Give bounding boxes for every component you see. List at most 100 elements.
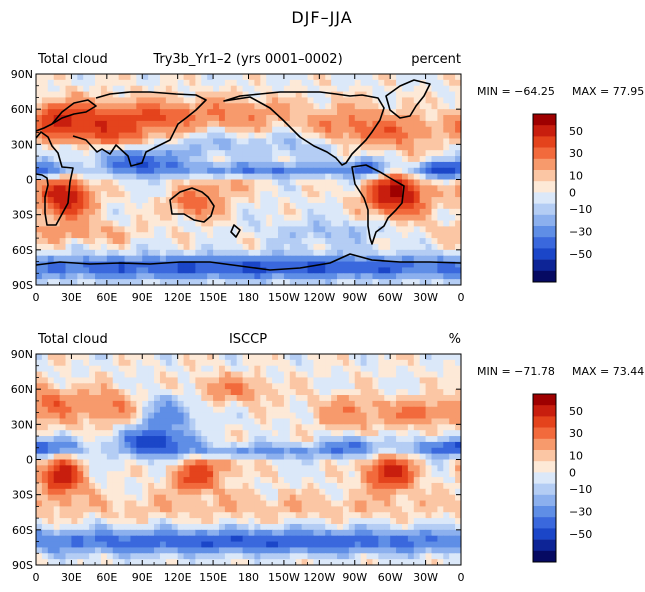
field-cell — [65, 400, 73, 408]
field-cell — [396, 103, 403, 110]
field-cell — [95, 109, 102, 116]
field-cell — [419, 115, 427, 122]
field-cell — [59, 109, 67, 116]
field-cell — [171, 156, 179, 163]
field-cell — [407, 494, 415, 502]
field-cell — [260, 279, 267, 285]
field-cell — [171, 150, 179, 157]
field-cell — [130, 220, 137, 227]
field-cell — [419, 156, 427, 163]
field-cell — [431, 156, 438, 163]
field-cell — [106, 243, 114, 251]
field-cell — [242, 103, 250, 110]
field-cell — [413, 436, 421, 443]
field-cell — [59, 173, 67, 181]
field-cell — [142, 115, 149, 122]
field-cell — [218, 144, 226, 151]
field-cell — [372, 255, 379, 263]
field-cell — [59, 477, 67, 484]
field-cell — [154, 389, 161, 396]
field-cell — [224, 91, 232, 99]
field-cell — [183, 453, 191, 461]
field-cell — [307, 412, 315, 420]
field-cell — [118, 267, 126, 274]
field-cell — [59, 238, 67, 245]
field-cell — [89, 518, 96, 525]
field-cell — [112, 477, 120, 484]
field-cell — [236, 365, 244, 373]
field-cell — [148, 400, 155, 408]
field-cell — [425, 109, 433, 116]
field-cell — [413, 459, 421, 466]
field-cell — [236, 273, 244, 280]
field-cell — [36, 173, 43, 181]
field-cell — [100, 430, 108, 437]
field-cell — [307, 395, 315, 402]
field-cell — [224, 377, 232, 384]
field-cell — [372, 232, 379, 239]
field-cell — [248, 482, 255, 490]
field-cell — [195, 471, 202, 478]
field-cell — [148, 359, 155, 367]
field-cell — [236, 120, 244, 128]
field-cell — [136, 465, 143, 472]
colorbar-label: 10 — [569, 170, 583, 183]
field-cell — [325, 255, 332, 263]
field-cell — [83, 523, 90, 531]
field-cell — [236, 465, 244, 472]
field-cell — [366, 138, 374, 145]
field-cell — [218, 85, 226, 93]
field-cell — [449, 144, 456, 151]
field-cell — [89, 447, 96, 455]
field-cell — [242, 441, 250, 449]
field-cell — [195, 424, 202, 431]
field-cell — [407, 115, 415, 122]
field-cell — [136, 150, 143, 157]
field-cell — [100, 424, 108, 431]
field-cell — [41, 436, 49, 443]
field-cell — [201, 418, 208, 425]
field-cell — [136, 523, 143, 531]
field-cell — [41, 74, 49, 81]
field-cell — [201, 150, 208, 157]
field-cell — [313, 173, 320, 181]
field-cell — [437, 232, 444, 239]
colorbar-swatch — [533, 181, 556, 193]
field-cell — [95, 243, 102, 251]
field-cell — [396, 400, 403, 408]
field-cell — [159, 500, 167, 507]
field-cell — [165, 126, 173, 134]
field-cell — [295, 243, 303, 251]
field-cell — [201, 138, 208, 145]
field-cell — [390, 238, 397, 245]
field-cell — [337, 220, 344, 227]
field-cell — [213, 529, 220, 537]
field-cell — [254, 424, 261, 431]
field-cell — [437, 471, 444, 478]
field-cell — [407, 430, 415, 437]
field-cell — [100, 243, 108, 251]
field-cell — [171, 389, 179, 396]
field-cell — [301, 523, 309, 531]
field-cell — [36, 465, 43, 472]
field-cell — [53, 97, 61, 104]
field-cell — [142, 185, 149, 192]
field-cell — [136, 447, 143, 455]
field-cell — [100, 74, 108, 81]
field-cell — [360, 109, 368, 116]
field-cell — [348, 91, 356, 99]
field-cell — [106, 418, 114, 425]
field-cell — [136, 226, 143, 233]
coastline-europe-north — [36, 99, 97, 132]
field-cell — [71, 371, 78, 379]
field-cell — [95, 161, 102, 169]
field-cell — [278, 359, 285, 367]
field-cell — [171, 173, 179, 181]
field-cell — [230, 500, 238, 507]
field-cell — [71, 389, 78, 396]
field-cell — [319, 226, 326, 233]
field-cell — [207, 214, 214, 222]
field-cell — [278, 197, 285, 204]
field-cell — [171, 79, 179, 87]
field-cell — [455, 406, 461, 414]
